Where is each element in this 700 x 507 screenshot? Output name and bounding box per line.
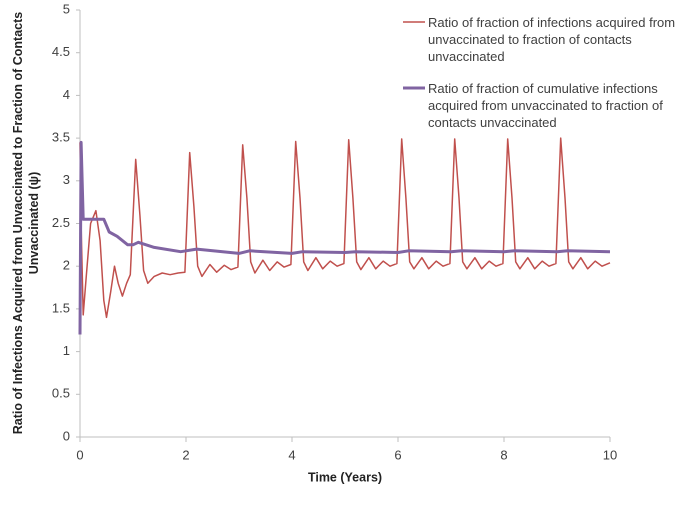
y-tick-label: 4.5 <box>52 44 70 59</box>
line <box>79 137 611 319</box>
x-tick-label: 0 <box>76 447 83 462</box>
legend-label: Ratio of fraction of infections acquired… <box>428 15 676 64</box>
x-tick-label: 4 <box>288 447 295 462</box>
legend-label: Ratio of fraction of cumulative infectio… <box>428 81 663 130</box>
x-tick-label: 10 <box>603 447 617 462</box>
x-tick-label: 2 <box>182 447 189 462</box>
y-tick-label: 1 <box>63 343 70 358</box>
y-tick-label: 1.5 <box>52 300 70 315</box>
y-tick-label: 4 <box>63 87 70 102</box>
y-axis-label: Ratio of Infections Acquired from Unvacc… <box>11 11 41 435</box>
x-axis-label: Time (Years) <box>308 470 382 484</box>
y-tick-label: 2.5 <box>52 215 70 230</box>
x-tick-label: 6 <box>394 447 401 462</box>
line <box>78 140 611 335</box>
y-tick-label: 2 <box>63 258 70 273</box>
y-tick-label: 0.5 <box>52 386 70 401</box>
y-tick-label: 5 <box>63 1 70 16</box>
y-tick-label: 3.5 <box>52 130 70 145</box>
y-tick-label: 3 <box>63 172 70 187</box>
x-tick-label: 8 <box>500 447 507 462</box>
y-tick-label: 0 <box>63 428 70 443</box>
